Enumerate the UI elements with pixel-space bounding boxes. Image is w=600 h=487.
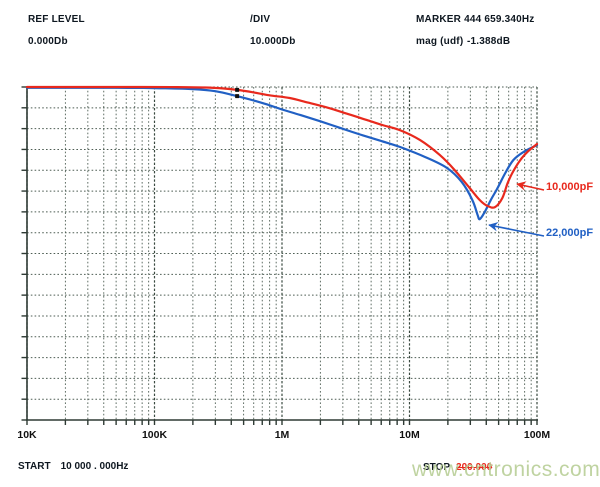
stop-frequency: STOP 200.000	[423, 462, 492, 473]
series-label-22000pf: 22,000pF	[546, 227, 594, 239]
ref-level-label: REF LEVEL	[28, 14, 85, 25]
curve-10000pf	[25, 85, 539, 209]
start-label: START	[18, 461, 51, 472]
marker-dot	[235, 94, 240, 99]
marker-mag-label: mag (udf)	[416, 36, 464, 47]
per-div-label: /DIV	[250, 14, 271, 25]
marker-readout: MARKER 444 659.340Hz	[416, 14, 535, 25]
stop-label: STOP	[423, 462, 451, 473]
annotation-arrow	[488, 222, 545, 237]
series-label-10000pf: 10,000pF	[546, 181, 594, 193]
annotation-arrow	[516, 181, 545, 191]
curve-22000pf	[25, 86, 539, 221]
start-frequency: START 10 000 . 000Hz	[18, 461, 128, 472]
x-axis-tick-label: 10K	[17, 429, 37, 441]
x-axis-tick-label: 1M	[275, 429, 290, 441]
x-axis-tick-label: 10M	[399, 429, 420, 441]
ref-level-value: 0.000Db	[28, 36, 68, 47]
marker-dot	[235, 87, 240, 92]
stop-value: 200.000	[456, 462, 493, 473]
start-value: 10 000 . 000Hz	[60, 461, 129, 472]
marker-mag-value: -1.388dB	[467, 36, 511, 47]
x-axis-tick-label: 100K	[142, 429, 168, 441]
per-div-value: 10.000Db	[250, 36, 296, 47]
watermark: www.cntronics.com	[412, 458, 600, 481]
x-axis-tick-label: 100M	[524, 429, 551, 441]
